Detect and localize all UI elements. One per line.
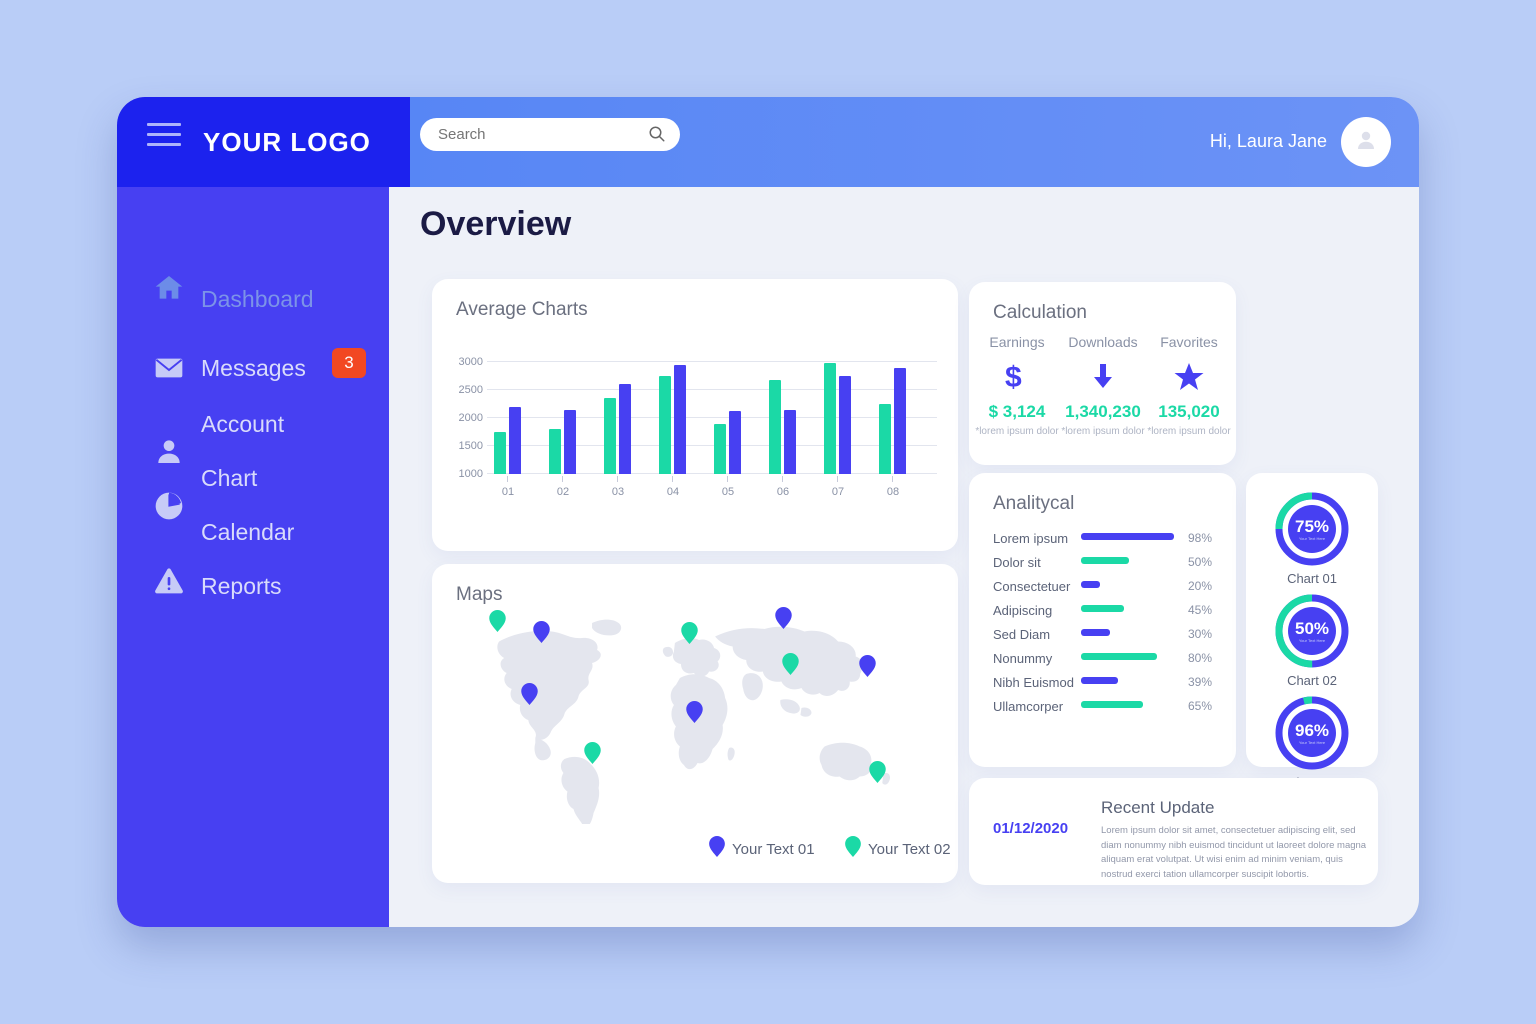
svg-text:Your Text Here: Your Text Here xyxy=(1299,740,1326,745)
svg-text:50%: 50% xyxy=(1295,619,1329,638)
svg-text:75%: 75% xyxy=(1295,517,1329,536)
svg-text:Your Text Here: Your Text Here xyxy=(1299,536,1326,541)
svg-text:96%: 96% xyxy=(1295,721,1329,740)
svg-text:Your Text Here: Your Text Here xyxy=(1299,638,1326,643)
svg-text:$: $ xyxy=(1005,361,1022,394)
